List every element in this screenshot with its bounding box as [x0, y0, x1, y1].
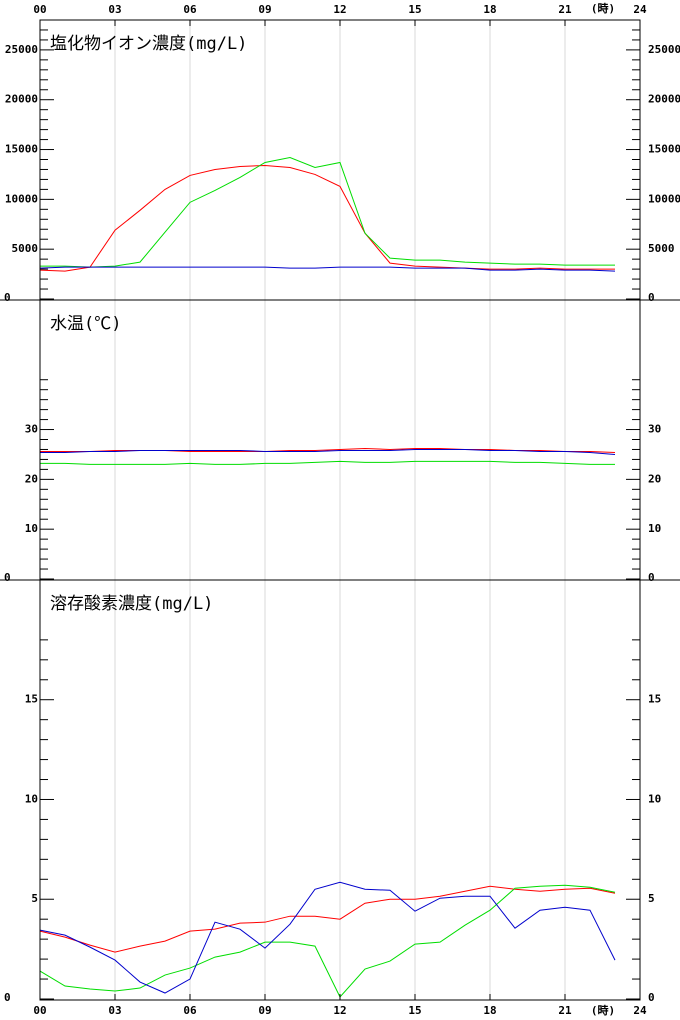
y-tick-label: 25000	[5, 43, 38, 56]
y-tick-label: 10	[648, 792, 661, 805]
x-tick-label: 00	[33, 1004, 46, 1017]
series-line	[39, 266, 616, 272]
y-tick-label: 15000	[5, 143, 38, 156]
x-tick-label: 09	[258, 1004, 271, 1017]
y-tick-label: 5	[648, 892, 655, 905]
x-tick-label: 24	[633, 3, 647, 16]
x-tick-label: 15	[408, 3, 421, 16]
x-tick-label: 18	[483, 1004, 496, 1017]
y-tick-label: 0	[4, 571, 11, 584]
y-tick-label: 0	[648, 291, 655, 304]
series-line	[39, 885, 616, 953]
y-tick-label: 0	[4, 991, 11, 1004]
panel-title: 溶存酸素濃度(mg/L)	[50, 594, 213, 614]
y-tick-label: 10	[648, 522, 661, 535]
x-tick-label: 21	[558, 3, 572, 16]
x-tick-label: 24	[633, 1004, 647, 1017]
y-tick-label: 0	[648, 991, 655, 1004]
x-tick-label: 03	[108, 1004, 121, 1017]
x-tick-label: 12	[333, 3, 346, 16]
y-tick-label: 15000	[648, 143, 680, 156]
x-tick-label: 03	[108, 3, 121, 16]
y-tick-label: 5000	[648, 242, 675, 255]
x-tick-label: 09	[258, 3, 271, 16]
panel-title: 塩化物イオン濃度(mg/L)	[50, 34, 247, 54]
y-tick-label: 10000	[648, 192, 680, 205]
y-tick-label: 5000	[12, 242, 39, 255]
x-unit: (時)	[591, 1, 615, 15]
y-tick-label: 20	[648, 472, 661, 485]
series-line	[40, 448, 616, 455]
y-tick-label: 10	[25, 522, 38, 535]
series-line	[39, 881, 616, 994]
x-tick-label: 06	[183, 1004, 197, 1017]
y-tick-label: 30	[648, 423, 661, 436]
series-line	[39, 884, 616, 998]
y-tick-label: 25000	[648, 43, 680, 56]
x-tick-label: 12	[333, 1004, 346, 1017]
y-tick-label: 15	[25, 693, 38, 706]
x-tick-label: 21	[558, 1004, 572, 1017]
x-tick-label: 00	[33, 3, 46, 16]
y-tick-label: 10	[25, 792, 38, 805]
y-tick-label: 20000	[5, 93, 38, 106]
x-tick-label: 06	[183, 3, 197, 16]
panel-title: 水温(℃)	[50, 314, 121, 334]
y-tick-label: 20	[25, 472, 38, 485]
x-unit: (時)	[591, 1003, 615, 1017]
y-tick-label: 30	[25, 423, 38, 436]
y-tick-label: 20000	[648, 93, 680, 106]
y-tick-label: 10000	[5, 192, 38, 205]
y-tick-label: 15	[648, 693, 661, 706]
x-tick-label: 18	[483, 3, 496, 16]
series-line	[40, 460, 615, 465]
y-tick-label: 0	[4, 291, 11, 304]
series-line	[40, 156, 615, 268]
y-tick-label: 5	[31, 892, 38, 905]
x-tick-label: 15	[408, 1004, 421, 1017]
series-line	[39, 164, 615, 272]
y-tick-label: 0	[648, 571, 655, 584]
